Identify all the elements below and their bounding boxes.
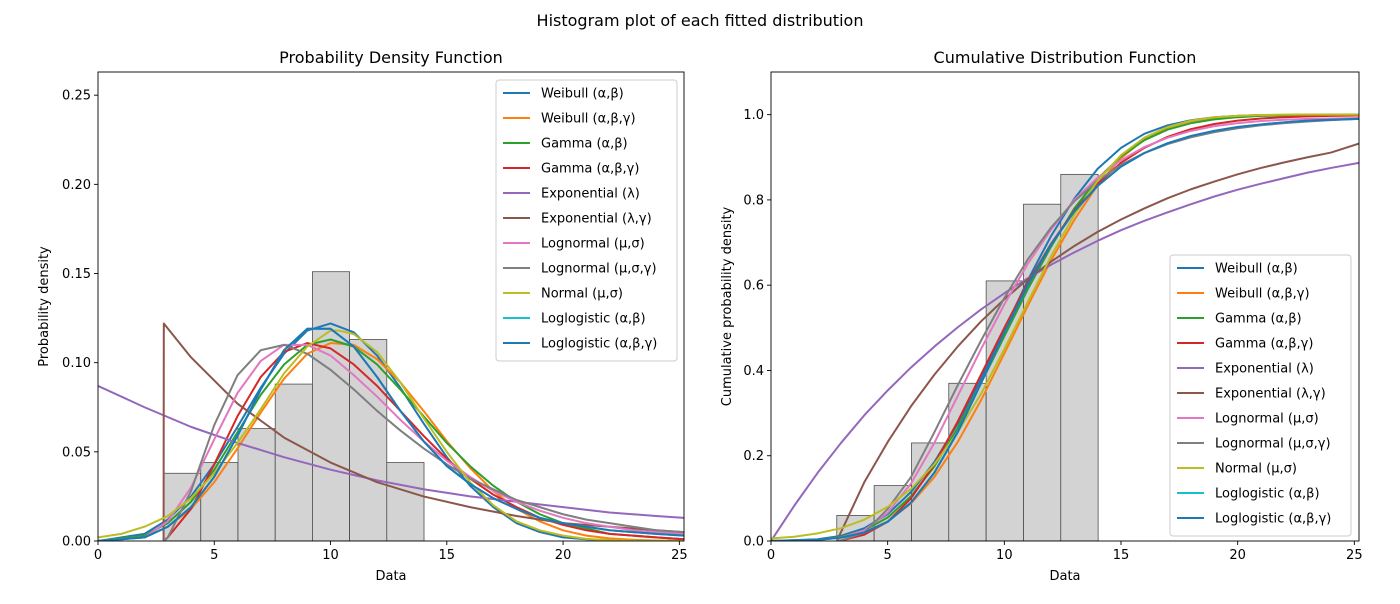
pdf-y-tick-label: 0.20 — [62, 178, 91, 193]
cdf-series-line — [771, 113, 1359, 540]
cdf-legend-label: Weibull (α,β,γ) — [1215, 287, 1310, 302]
cdf-legend-label: Loglogistic (α,β) — [1215, 487, 1320, 502]
pdf-legend-label: Gamma (α,β) — [541, 137, 628, 152]
pdf-legend: Weibull (α,β) Weibull (α,β,γ) Gamma (α,β) G… — [495, 79, 678, 362]
cdf-y-tick-label: 1.0 — [743, 108, 764, 123]
cdf-legend-label: Lognormal (μ,σ,γ) — [1215, 437, 1331, 452]
cdf-x-axis-label: Data — [1049, 569, 1080, 584]
cdf-title: Cumulative Distribution Function — [934, 48, 1197, 67]
cdf-legend-box — [1169, 254, 1352, 537]
pdf-series-line — [98, 343, 684, 541]
pdf-series-line — [98, 329, 684, 541]
pdf-title: Probability Density Function — [279, 48, 503, 67]
pdf-legend-label: Lognormal (μ,σ) — [541, 237, 645, 252]
cdf-x-tick-label: 5 — [884, 548, 892, 563]
cdf-legend-label: Loglogistic (α,β,γ) — [1215, 512, 1331, 527]
pdf-plot-area — [98, 271, 684, 541]
pdf-x-tick-label: 0 — [94, 548, 102, 563]
cdf-legend: Weibull (α,β) Weibull (α,β,γ) Gamma (α,β) G… — [1169, 254, 1352, 537]
pdf-series-line — [98, 327, 684, 541]
cdf-x-tick-label: 0 — [767, 548, 775, 563]
pdf-legend-label: Weibull (α,β) — [541, 87, 624, 102]
pdf-histogram-bar — [312, 271, 350, 541]
pdf-series-line — [98, 384, 684, 519]
cdf-y-tick-label: 0.4 — [743, 364, 764, 379]
pdf-series-line — [162, 343, 684, 541]
cdf-x-tick-label: 25 — [1346, 548, 1363, 563]
cdf-y-tick-label: 0.2 — [743, 449, 764, 464]
pdf-legend-label: Loglogistic (α,β,γ) — [541, 337, 657, 352]
cdf-axes-frame — [770, 71, 1360, 542]
pdf-legend-label: Gamma (α,β,γ) — [541, 162, 639, 177]
cdf-plot-area — [771, 113, 1359, 541]
cdf-y-tick-label: 0.8 — [743, 193, 764, 208]
pdf-y-tick-label: 0.10 — [62, 356, 91, 371]
cdf-x-tick-label: 15 — [1113, 548, 1130, 563]
pdf-y-axis-label: Probability density — [37, 246, 52, 367]
pdf-histogram-bar — [386, 462, 425, 541]
pdf-chart: Probability Density Function 0 5 10 15 20 25 0.… — [37, 48, 688, 584]
cdf-x-tick-label: 10 — [996, 548, 1013, 563]
pdf-y-tick-label: 0.25 — [62, 89, 91, 104]
cdf-chart: Cumulative Distribution Function 0 5 10 15 20… — [720, 48, 1363, 584]
pdf-x-axis-label: Data — [375, 569, 406, 584]
cdf-legend-label: Exponential (λ) — [1215, 362, 1314, 377]
cdf-x-tick-label: 20 — [1229, 548, 1246, 563]
pdf-histogram-bar — [237, 428, 276, 541]
cdf-legend-label: Gamma (α,β,γ) — [1215, 337, 1313, 352]
cdf-legend-label: Normal (μ,σ) — [1215, 462, 1297, 477]
pdf-legend-label: Exponential (λ,γ) — [541, 212, 652, 227]
cdf-y-axis-label: Cumulative probability density — [720, 206, 735, 406]
pdf-legend-label: Normal (μ,σ) — [541, 287, 623, 302]
cdf-legend-label: Lognormal (μ,σ) — [1215, 412, 1319, 427]
pdf-x-tick-label: 10 — [322, 548, 339, 563]
cdf-series-line — [835, 142, 1359, 541]
cdf-y-tick-label: 0.0 — [743, 535, 764, 550]
pdf-x-tick-label: 20 — [555, 548, 572, 563]
pdf-legend-box — [495, 79, 678, 362]
pdf-histogram-bar — [349, 339, 388, 541]
pdf-x-tick-label: 25 — [671, 548, 688, 563]
pdf-axes-frame — [97, 71, 685, 542]
pdf-y-tick-label: 0.05 — [62, 445, 91, 460]
pdf-legend-label: Lognormal (μ,σ,γ) — [541, 262, 657, 277]
pdf-legend-label: Loglogistic (α,β) — [541, 312, 646, 327]
pdf-series-line — [98, 338, 684, 541]
pdf-x-tick-label: 5 — [210, 548, 218, 563]
pdf-series-line — [162, 342, 684, 541]
cdf-legend-label: Exponential (λ,γ) — [1215, 387, 1326, 402]
pdf-legend-label: Weibull (α,β,γ) — [541, 112, 636, 127]
cdf-legend-label: Weibull (α,β) — [1215, 262, 1298, 277]
cdf-series-line — [771, 117, 1359, 541]
figure-suptitle: Histogram plot of each fitted distributi… — [537, 11, 864, 30]
pdf-x-tick-label: 15 — [439, 548, 456, 563]
pdf-y-tick-label: 0.00 — [62, 535, 91, 550]
cdf-series-line — [771, 161, 1359, 541]
cdf-y-tick-label: 0.6 — [743, 279, 764, 294]
pdf-legend-label: Exponential (λ) — [541, 187, 640, 202]
cdf-legend-label: Gamma (α,β) — [1215, 312, 1302, 327]
pdf-y-tick-label: 0.15 — [62, 267, 91, 282]
